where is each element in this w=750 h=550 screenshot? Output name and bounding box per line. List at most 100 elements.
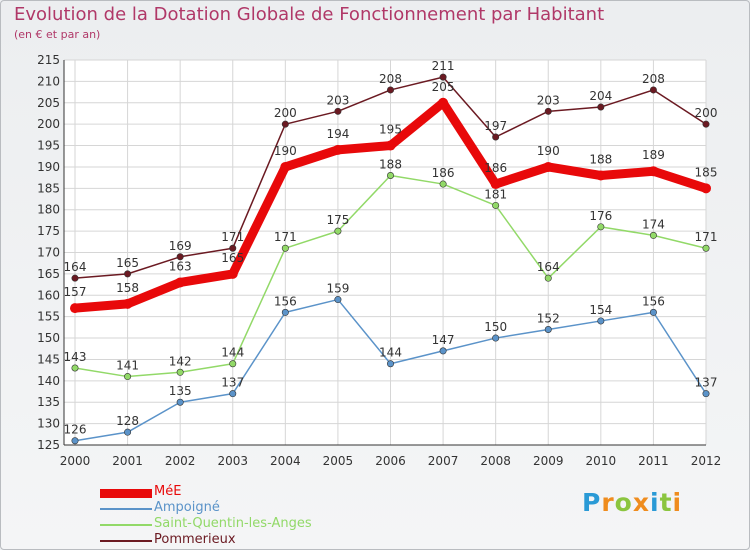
data-label: 203: [537, 93, 560, 107]
data-point[interactable]: [280, 161, 291, 172]
data-point[interactable]: [701, 183, 711, 194]
data-label: 164: [537, 260, 560, 274]
data-label: 156: [274, 294, 297, 308]
data-point[interactable]: [597, 223, 605, 231]
x-tick-label: 2004: [270, 454, 301, 468]
data-label: 165: [116, 256, 139, 270]
data-point[interactable]: [70, 303, 80, 314]
data-point[interactable]: [229, 390, 237, 398]
data-label: 171: [274, 230, 297, 244]
data-point[interactable]: [334, 296, 342, 304]
data-label: 144: [221, 346, 244, 360]
data-label: 174: [642, 217, 665, 231]
data-point[interactable]: [702, 120, 710, 128]
data-point[interactable]: [176, 398, 184, 406]
data-point[interactable]: [229, 244, 237, 252]
data-point[interactable]: [490, 179, 501, 190]
data-label: 189: [642, 148, 665, 162]
data-point[interactable]: [124, 270, 132, 278]
data-point[interactable]: [386, 172, 394, 180]
data-label: 165: [221, 251, 244, 265]
data-point[interactable]: [332, 144, 343, 155]
data-point[interactable]: [438, 97, 449, 108]
data-point[interactable]: [492, 334, 500, 342]
data-point[interactable]: [124, 428, 132, 436]
y-tick-label: 150: [37, 331, 60, 345]
data-point[interactable]: [122, 298, 133, 309]
data-point[interactable]: [386, 86, 394, 94]
data-point[interactable]: [597, 103, 605, 111]
data-point[interactable]: [175, 277, 186, 288]
x-tick-label: 2001: [112, 454, 143, 468]
data-point[interactable]: [334, 107, 342, 115]
data-point[interactable]: [492, 201, 500, 209]
data-label: 126: [64, 423, 87, 437]
data-label: 143: [64, 350, 87, 364]
y-tick-label: 170: [37, 246, 60, 260]
data-point[interactable]: [649, 86, 657, 94]
y-tick-label: 135: [37, 395, 60, 409]
data-label: 128: [116, 414, 139, 428]
y-tick-label: 160: [37, 288, 60, 302]
x-tick-label: 2009: [533, 454, 564, 468]
data-point[interactable]: [702, 390, 710, 398]
data-point[interactable]: [597, 317, 605, 325]
data-point[interactable]: [544, 325, 552, 333]
data-point[interactable]: [71, 274, 79, 282]
data-point[interactable]: [176, 368, 184, 376]
data-point[interactable]: [544, 274, 552, 282]
data-point[interactable]: [71, 364, 79, 372]
data-label: 186: [432, 166, 455, 180]
axes: 1251301351401451501551601651701751801851…: [37, 53, 721, 468]
data-label: 190: [537, 144, 560, 158]
x-tick-label: 2005: [323, 454, 354, 468]
data-label: 190: [274, 144, 297, 158]
x-tick-label: 2002: [165, 454, 196, 468]
data-point[interactable]: [281, 308, 289, 316]
data-point[interactable]: [124, 373, 132, 381]
data-point[interactable]: [543, 161, 554, 172]
data-point[interactable]: [281, 244, 289, 252]
legend-swatch: [100, 508, 152, 510]
data-point[interactable]: [544, 107, 552, 115]
data-point[interactable]: [649, 231, 657, 239]
data-label: 150: [484, 320, 507, 334]
logo-letter: i: [650, 488, 660, 517]
data-point[interactable]: [702, 244, 710, 252]
y-tick-label: 125: [37, 438, 60, 452]
data-label: 147: [432, 333, 455, 347]
data-point[interactable]: [281, 120, 289, 128]
data-point[interactable]: [227, 268, 238, 279]
y-tick-label: 210: [37, 74, 60, 88]
legend-swatch: [100, 540, 152, 542]
x-tick-label: 2008: [480, 454, 511, 468]
data-point[interactable]: [176, 253, 184, 261]
data-point[interactable]: [385, 140, 396, 151]
data-point[interactable]: [648, 166, 659, 177]
data-point[interactable]: [334, 227, 342, 235]
data-label: 135: [169, 384, 192, 398]
data-point[interactable]: [71, 437, 79, 445]
data-point[interactable]: [229, 360, 237, 368]
data-point[interactable]: [439, 347, 447, 355]
y-tick-label: 215: [37, 53, 60, 67]
data-point[interactable]: [492, 133, 500, 141]
x-tick-label: 2010: [586, 454, 617, 468]
data-point[interactable]: [649, 308, 657, 316]
data-point[interactable]: [595, 170, 606, 181]
data-label: 156: [642, 294, 665, 308]
x-tick-label: 2000: [60, 454, 91, 468]
data-label: 175: [326, 213, 349, 227]
logo-letter: r: [601, 488, 615, 517]
series-points: [70, 73, 711, 445]
y-tick-label: 155: [37, 310, 60, 324]
data-point[interactable]: [439, 73, 447, 81]
legend-label: Ampoigné: [154, 500, 220, 515]
data-point[interactable]: [439, 180, 447, 188]
data-labels: 164 165 169 171 200 203 208 211 197 203 204 208 200 1…: [64, 59, 718, 437]
data-label: 158: [116, 281, 139, 295]
x-tick-label: 2006: [375, 454, 406, 468]
logo-letter: o: [614, 488, 633, 517]
data-point[interactable]: [386, 360, 394, 368]
data-label: 188: [589, 153, 612, 167]
